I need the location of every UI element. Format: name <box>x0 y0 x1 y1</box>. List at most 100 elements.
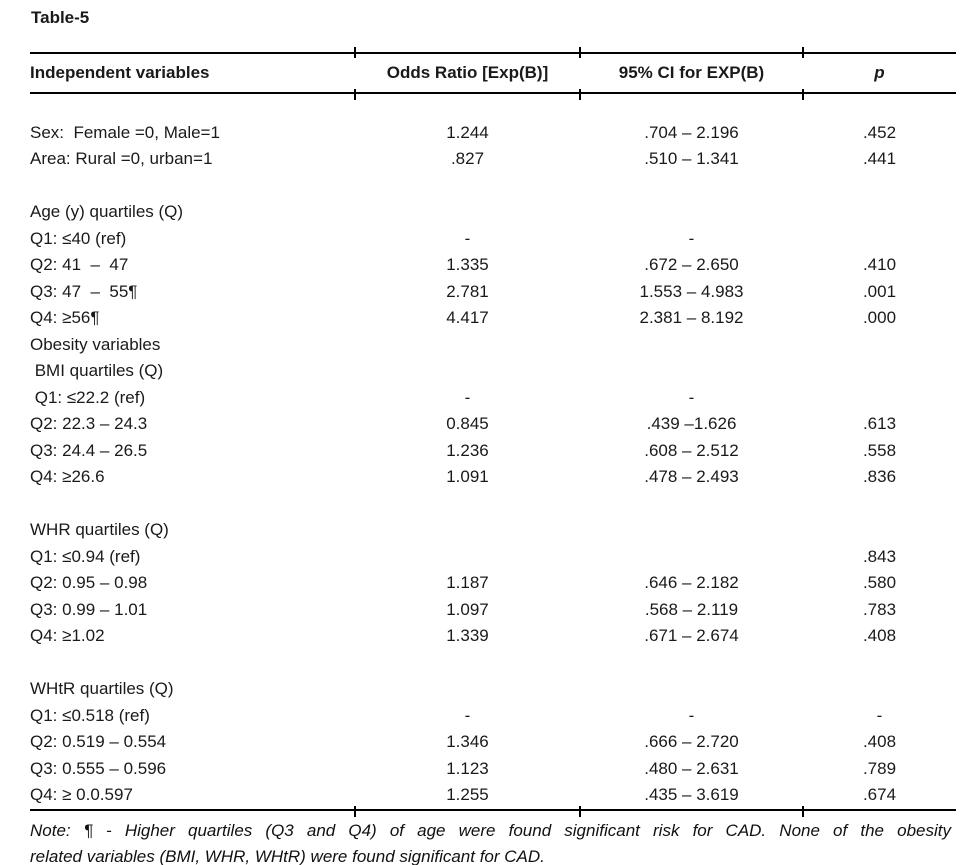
table-row: Sex: Female =0, Male=1 1.244 .704 – 2.196.… <box>30 120 956 147</box>
table-body: Sex: Female =0, Male=1 1.244 .704 – 2.196.… <box>30 93 956 810</box>
header-odds-ratio: Odds Ratio [Exp(B)] <box>355 53 580 94</box>
cell-ci <box>580 358 803 385</box>
cell-p <box>803 199 956 226</box>
cell-label: Q3: 24.4 – 26.5 <box>30 440 148 460</box>
cell-ci: 2.381 – 8.192 <box>639 308 744 327</box>
cell-or: 4.417 <box>446 308 489 327</box>
cell-ci <box>580 173 803 200</box>
cell-label: Q4: ≥26.6 <box>30 467 105 486</box>
table-row: Q3: 47 – 55¶ 2.781 1.553 – 4.983 .001 <box>30 279 956 306</box>
table-title: Table-5 <box>31 8 90 27</box>
cell-or: - <box>464 705 471 725</box>
cell-or: 1.123 <box>446 758 489 778</box>
cell-p <box>803 650 956 677</box>
table-row <box>30 173 956 200</box>
cell-ci: .671 – 2.674 <box>644 626 739 645</box>
cell-label: Area: Rural =0, urban=1 <box>30 149 213 168</box>
cell-p: .674 <box>862 785 897 804</box>
cell-label: Obesity variables <box>30 334 161 354</box>
cell-p: .783 <box>862 599 897 619</box>
cell-p <box>803 676 956 703</box>
cell-or <box>355 650 580 677</box>
column-tick <box>579 47 581 58</box>
cell-p: .408 <box>862 732 897 751</box>
table-row <box>30 650 956 677</box>
cell-ci <box>580 650 803 677</box>
cell-label: BMI quartiles (Q) <box>30 361 164 380</box>
cell-ci: - <box>688 228 695 248</box>
cell-p: .452 <box>862 122 897 142</box>
cell-label: WHR quartiles (Q) <box>30 520 169 539</box>
column-tick <box>802 806 804 817</box>
cell-ci: .666 – 2.720 <box>644 732 739 751</box>
cell-or: 1.339 <box>446 626 489 645</box>
cell-label: Q1: ≤22.2 (ref) <box>30 387 146 407</box>
cell-or <box>355 491 580 518</box>
cell-label: Q2: 0.519 – 0.554 <box>30 732 167 751</box>
cell-ci: .510 – 1.341 <box>644 149 739 168</box>
header-p-value: p <box>803 53 956 94</box>
table-header: Independent variables Odds Ratio [Exp(B)… <box>30 53 956 94</box>
column-tick <box>802 89 804 100</box>
table-row: Q1: ≤0.94 (ref) .843 <box>30 544 956 571</box>
cell-p: .441 <box>862 149 897 168</box>
table-row: Q1: ≤0.518 (ref) - - - <box>30 703 956 730</box>
footnote-line-1: Note: ¶ - Higher quartiles (Q3 and Q4) o… <box>30 821 951 840</box>
cell-label: Q1: ≤0.94 (ref) <box>30 546 141 566</box>
cell-ci: .646 – 2.182 <box>644 573 739 592</box>
cell-ci: .478 – 2.493 <box>644 467 739 486</box>
cell-p <box>803 93 956 120</box>
cell-or: 0.845 <box>446 414 489 433</box>
cell-or: 1.097 <box>446 599 489 619</box>
cell-ci: .568 – 2.119 <box>644 599 739 619</box>
cell-or <box>355 199 580 226</box>
cell-p <box>803 491 956 518</box>
cell-p: .836 <box>862 467 897 486</box>
table-row: Q3: 0.99 – 1.01 1.097 .568 – 2.119 .783 <box>30 597 956 624</box>
cell-p <box>803 332 956 359</box>
cell-p <box>803 517 956 544</box>
cell-label: Q3: 0.555 – 0.596 <box>30 758 167 778</box>
footnote-line-2: related variables (BMI, WHR, WHtR) were … <box>30 847 545 865</box>
cell-ci <box>580 93 803 120</box>
cell-or <box>355 332 580 359</box>
cell-or <box>355 93 580 120</box>
cell-or <box>355 358 580 385</box>
cell-label <box>30 93 355 120</box>
table-row: Age (y) quartiles (Q) <box>30 199 956 226</box>
cell-ci <box>580 676 803 703</box>
cell-p: .408 <box>862 626 897 645</box>
table-row: Q3: 0.555 – 0.596 1.123 .480 – 2.631 .789 <box>30 756 956 783</box>
cell-or: 1.091 <box>446 467 489 486</box>
table-row <box>30 491 956 518</box>
column-tick <box>354 89 356 100</box>
table-row: Q4: ≥ 0.0.597 1.255 .435 – 3.619 .674 <box>30 782 956 810</box>
header-ci: 95% CI for EXP(B) <box>580 53 803 94</box>
cell-p <box>803 358 956 385</box>
cell-p: - <box>876 705 883 725</box>
table-row: Obesity variables <box>30 332 956 359</box>
column-tick <box>579 806 581 817</box>
cell-or: 1.244 <box>446 122 489 142</box>
column-tick <box>579 89 581 100</box>
cell-p: .000 <box>862 308 897 327</box>
cell-ci: .480 – 2.631 <box>644 758 739 778</box>
table-row: Q4: ≥1.02 1.339 .671 – 2.674 .408 <box>30 623 956 650</box>
cell-label <box>30 650 355 677</box>
table-row: Area: Rural =0, urban=1 .827 .510 – 1.341.… <box>30 146 956 173</box>
cell-ci: .435 – 3.619 <box>644 785 739 804</box>
column-tick <box>802 47 804 58</box>
header-row: Independent variables Odds Ratio [Exp(B)… <box>30 53 956 94</box>
cell-label <box>30 491 355 518</box>
cell-ci <box>580 517 803 544</box>
cell-or <box>355 676 580 703</box>
table-footnote: Note: ¶ - Higher quartiles (Q3 and Q4) o… <box>30 818 951 865</box>
table-row: WHR quartiles (Q) <box>30 517 956 544</box>
table-row: Q3: 24.4 – 26.5 1.236 .608 – 2.512 .558 <box>30 438 956 465</box>
cell-or: .827 <box>450 149 485 168</box>
statistics-table: Independent variables Odds Ratio [Exp(B)… <box>30 52 956 811</box>
column-tick <box>354 47 356 58</box>
cell-ci: .608 – 2.512 <box>644 440 739 460</box>
cell-or <box>355 173 580 200</box>
